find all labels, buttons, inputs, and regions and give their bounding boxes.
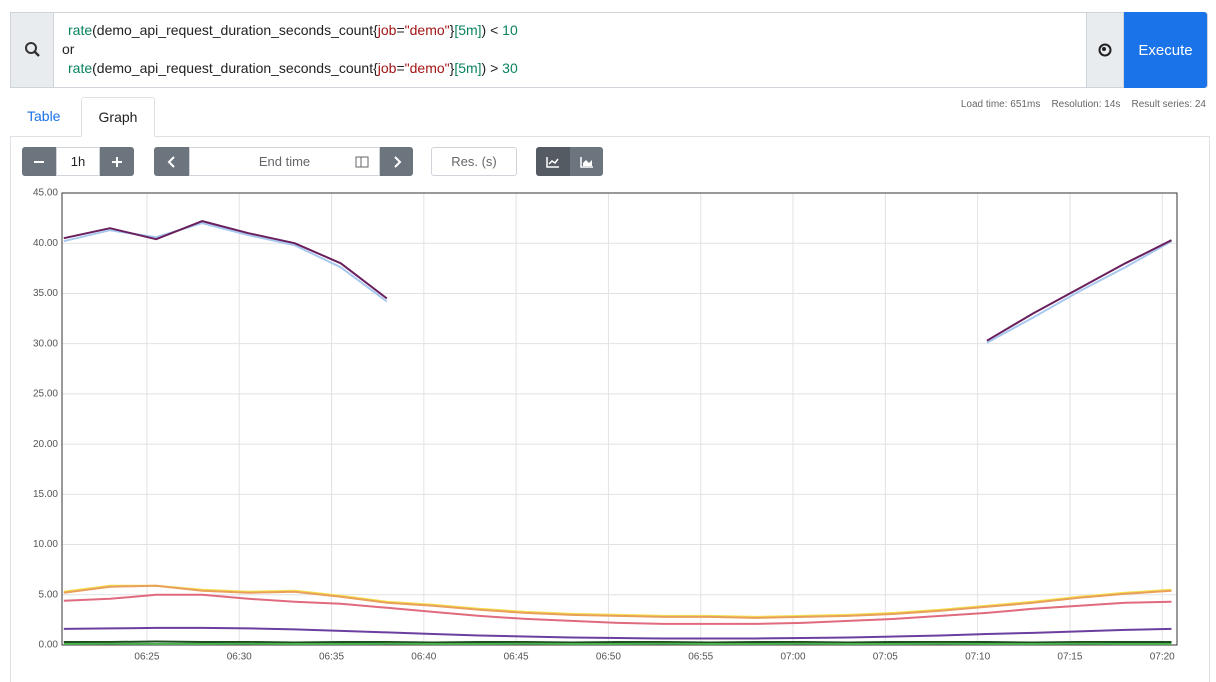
query-token: "demo" — [404, 60, 450, 76]
calendar-icon — [355, 156, 369, 167]
query-token: (demo_api_request_duration_seconds_count… — [92, 60, 378, 76]
globe-icon — [1098, 43, 1112, 57]
time-forward[interactable] — [380, 147, 413, 176]
query-token: [5m] — [454, 22, 482, 38]
format-button[interactable] — [1086, 12, 1124, 88]
stacked-chart-button[interactable] — [570, 147, 603, 176]
query-token: job — [377, 22, 397, 38]
query-token: 30 — [502, 60, 518, 76]
tab-table[interactable]: Table — [27, 108, 61, 124]
time-back[interactable] — [154, 147, 189, 176]
query-token: rate — [68, 60, 93, 76]
query-token: = — [396, 22, 405, 38]
tab-border-line — [10, 136, 1210, 682]
stat: Resolution: 14s — [1051, 99, 1121, 110]
line-chart-button[interactable] — [536, 147, 570, 176]
search-icon — [25, 42, 40, 57]
query-token: } — [449, 22, 455, 38]
range-input[interactable]: 1h — [56, 147, 100, 176]
query-token: "demo" — [404, 22, 450, 38]
query-token: [5m] — [454, 60, 482, 76]
range-minus[interactable] — [22, 147, 56, 176]
stats: Load time: 651ms Resolution: 14s Result … — [961, 99, 1206, 110]
query-token: ) > — [481, 60, 503, 76]
query-token: } — [449, 60, 455, 76]
query-line: rate(demo_api_request_duration_seconds_c… — [68, 22, 518, 38]
query-token: or — [62, 41, 75, 57]
query-token: job — [377, 60, 397, 76]
end-time-label: End time — [258, 154, 311, 169]
query-token: 10 — [502, 22, 518, 38]
query-line: or — [62, 41, 74, 57]
query-line: rate(demo_api_request_duration_seconds_c… — [68, 60, 518, 76]
range-plus[interactable] — [100, 147, 134, 176]
resolution-input[interactable]: Res. (s) — [431, 147, 517, 176]
query-token: = — [396, 60, 405, 76]
execute-button[interactable]: Execute — [1124, 12, 1207, 88]
tab-graph[interactable]: Graph — [81, 97, 155, 137]
stat: Result series: 24 — [1131, 99, 1206, 110]
search-icon-box — [10, 12, 54, 88]
query-token: ) < — [481, 22, 503, 38]
tab-graph-label: Graph — [98, 109, 138, 125]
query-token: rate — [68, 22, 93, 38]
stat: Load time: 651ms — [960, 99, 1041, 110]
query-token: (demo_api_request_duration_seconds_count… — [92, 22, 378, 38]
end-time-input[interactable]: End time — [189, 147, 380, 176]
